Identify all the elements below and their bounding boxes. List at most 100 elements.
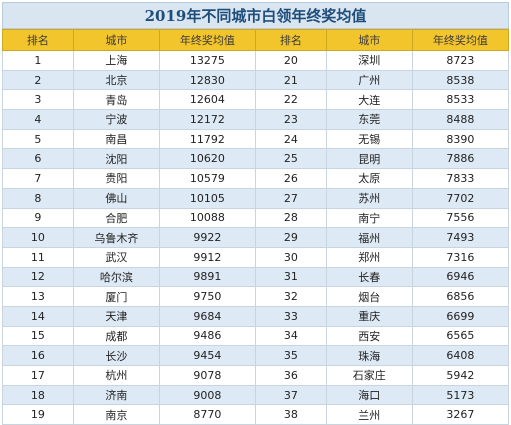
bonus-cell: 8538 [411, 69, 510, 91]
table-row: 1 上海 13275 20 深圳 8723 [2, 50, 510, 71]
city-cell: 武汉 [72, 246, 160, 268]
rank-cell: 27 [254, 187, 327, 209]
rank-cell: 25 [254, 148, 327, 170]
city-cell: 广州 [325, 69, 413, 91]
bonus-cell: 6408 [411, 345, 510, 366]
table-row: 16 长沙 9454 35 珠海 6408 [2, 345, 510, 366]
bonus-cell: 13275 [158, 50, 256, 71]
city-cell: 重庆 [325, 305, 413, 327]
bonus-cell: 8723 [411, 50, 510, 71]
bonus-cell: 9008 [158, 384, 256, 406]
bonus-cell: 7702 [411, 187, 510, 209]
rank-cell: 26 [254, 168, 327, 189]
city-cell: 南宁 [325, 207, 413, 229]
bonus-cell: 12604 [158, 89, 256, 111]
rank-cell: 19 [2, 404, 74, 425]
header-city-right: 城市 [325, 29, 413, 51]
rank-cell: 32 [254, 286, 327, 307]
bonus-cell: 9922 [158, 227, 256, 248]
header-rank-right: 排名 [254, 29, 327, 51]
bonus-cell: 11792 [158, 128, 256, 150]
city-cell: 哈尔滨 [72, 266, 160, 288]
rank-cell: 14 [2, 305, 74, 327]
bonus-cell: 7316 [411, 246, 510, 268]
city-cell: 东莞 [325, 109, 413, 130]
city-cell: 南京 [72, 404, 160, 425]
bonus-cell: 12830 [158, 69, 256, 91]
rank-cell: 16 [2, 345, 74, 366]
bonus-cell: 9891 [158, 266, 256, 288]
city-cell: 贵阳 [72, 168, 160, 189]
table-row: 9 合肥 10088 28 南宁 7556 [2, 207, 510, 229]
bonus-cell: 10579 [158, 168, 256, 189]
city-cell: 青岛 [72, 89, 160, 111]
rank-cell: 24 [254, 128, 327, 150]
city-cell: 乌鲁木齐 [72, 227, 160, 248]
bonus-cell: 9912 [158, 246, 256, 268]
table-row: 10 乌鲁木齐 9922 29 福州 7493 [2, 227, 510, 248]
city-cell: 苏州 [325, 187, 413, 209]
city-cell: 济南 [72, 384, 160, 406]
rank-cell: 28 [254, 207, 327, 229]
city-cell: 深圳 [325, 50, 413, 71]
city-cell: 太原 [325, 168, 413, 189]
rank-cell: 30 [254, 246, 327, 268]
city-cell: 郑州 [325, 246, 413, 268]
rank-cell: 29 [254, 227, 327, 248]
rank-cell: 12 [2, 266, 74, 288]
city-cell: 珠海 [325, 345, 413, 366]
bonus-cell: 9486 [158, 325, 256, 347]
rank-cell: 10 [2, 227, 74, 248]
header-bonus-left: 年终奖均值 [158, 29, 256, 51]
bonus-cell: 9078 [158, 365, 256, 386]
rank-cell: 13 [2, 286, 74, 307]
city-cell: 烟台 [325, 286, 413, 307]
table-row: 15 成都 9486 34 西安 6565 [2, 325, 510, 347]
city-cell: 佛山 [72, 187, 160, 209]
rank-cell: 4 [2, 109, 74, 130]
rank-cell: 20 [254, 50, 327, 71]
table-row: 12 哈尔滨 9891 31 长春 6946 [2, 266, 510, 288]
bonus-ranking-table: 排名 城市 年终奖均值 排名 城市 年终奖均值 1 上海 13275 20 深圳 8723… [2, 29, 510, 425]
rank-cell: 3 [2, 89, 74, 111]
table-row: 6 沈阳 10620 25 昆明 7886 [2, 148, 510, 170]
bonus-cell: 10105 [158, 187, 256, 209]
bonus-cell: 6699 [411, 305, 510, 327]
bonus-cell: 8390 [411, 128, 510, 150]
bonus-cell: 10088 [158, 207, 256, 229]
bonus-cell: 3267 [411, 404, 510, 425]
bonus-cell: 6946 [411, 266, 510, 288]
city-cell: 海口 [325, 384, 413, 406]
bonus-cell: 8770 [158, 404, 256, 425]
bonus-cell: 8533 [411, 89, 510, 111]
bonus-cell: 7493 [411, 227, 510, 248]
bonus-cell: 6856 [411, 286, 510, 307]
rank-cell: 7 [2, 168, 74, 189]
rank-cell: 37 [254, 384, 327, 406]
rank-cell: 2 [2, 69, 74, 91]
bonus-cell: 5173 [411, 384, 510, 406]
city-cell: 昆明 [325, 148, 413, 170]
bonus-cell: 9750 [158, 286, 256, 307]
city-cell: 石家庄 [325, 365, 413, 386]
table-row: 5 南昌 11792 24 无锡 8390 [2, 128, 510, 150]
table-row: 2 北京 12830 21 广州 8538 [2, 69, 510, 91]
bonus-cell: 10620 [158, 148, 256, 170]
table-row: 19 南京 8770 38 兰州 3267 [2, 404, 510, 425]
table-row: 11 武汉 9912 30 郑州 7316 [2, 246, 510, 268]
table-row: 8 佛山 10105 27 苏州 7702 [2, 187, 510, 209]
bonus-cell: 7556 [411, 207, 510, 229]
city-cell: 沈阳 [72, 148, 160, 170]
rank-cell: 35 [254, 345, 327, 366]
city-cell: 杭州 [72, 365, 160, 386]
table-row: 18 济南 9008 37 海口 5173 [2, 384, 510, 406]
rank-cell: 22 [254, 89, 327, 111]
city-cell: 西安 [325, 325, 413, 347]
table-row: 4 宁波 12172 23 东莞 8488 [2, 109, 510, 130]
city-cell: 长沙 [72, 345, 160, 366]
rank-cell: 9 [2, 207, 74, 229]
bonus-cell: 8488 [411, 109, 510, 130]
city-cell: 南昌 [72, 128, 160, 150]
city-cell: 长春 [325, 266, 413, 288]
rank-cell: 31 [254, 266, 327, 288]
